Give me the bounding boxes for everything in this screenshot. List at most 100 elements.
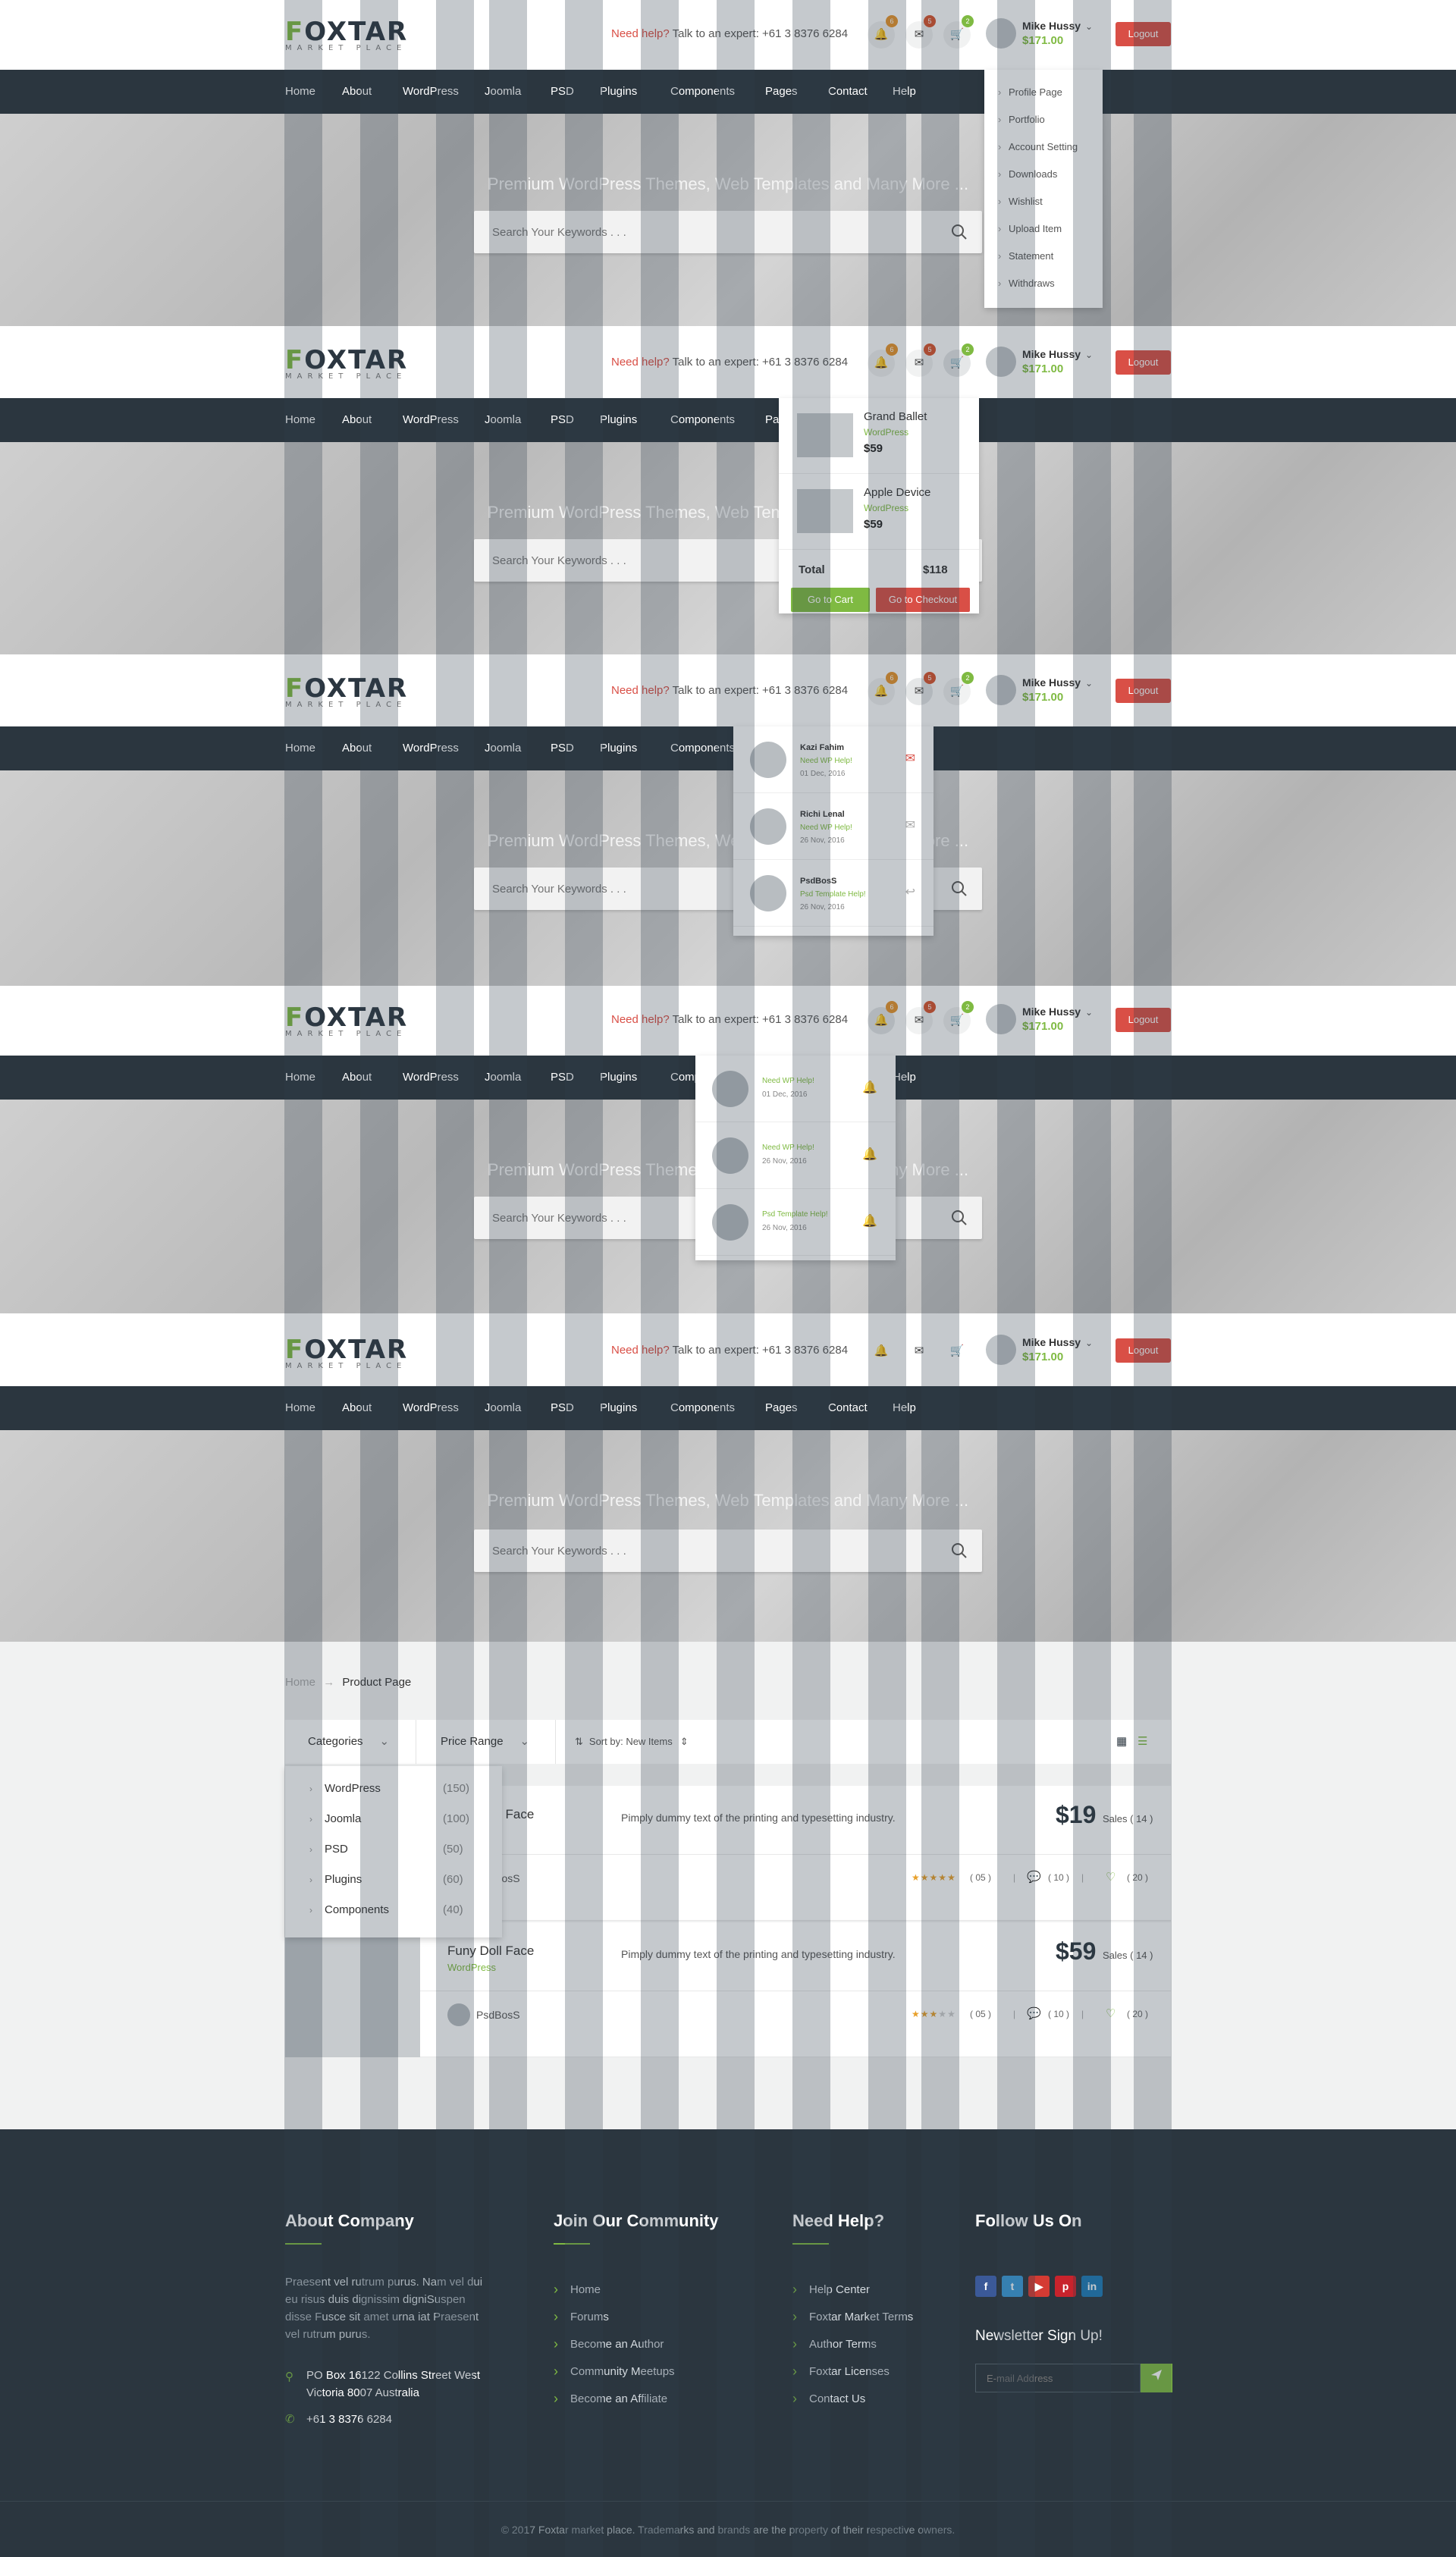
linkedin-icon[interactable]: in (1081, 2276, 1103, 2297)
user-name[interactable]: Mike Hussy (1022, 1006, 1081, 1018)
search-icon[interactable] (950, 1542, 968, 1560)
nav-wordpress[interactable]: WordPress (403, 85, 459, 98)
nav-components[interactable]: Components (670, 413, 736, 426)
cart-icon[interactable]: 🛒 2 (943, 672, 974, 705)
avatar[interactable] (986, 675, 1016, 705)
nav-pages[interactable]: Pages (765, 85, 798, 98)
nav-home[interactable]: Home (285, 413, 316, 426)
footer-link-become-author[interactable]: Become an Author (554, 2338, 664, 2351)
profile-menu-item[interactable]: Portfolio (984, 106, 1103, 133)
message-item[interactable]: Kazi Fahim Need WP Help! 01 Dec, 2016 ✉ (733, 726, 934, 793)
category-item[interactable]: › Components (40) (285, 1895, 502, 1925)
newsletter-email-input[interactable] (975, 2364, 1141, 2392)
chevron-down-icon[interactable]: ⌄ (1085, 350, 1094, 360)
nav-joomla[interactable]: Joomla (485, 413, 522, 426)
footer-link-forums[interactable]: Forums (554, 2311, 609, 2323)
footer-link-meetups[interactable]: Community Meetups (554, 2365, 674, 2378)
logo[interactable]: FOXTAR MARKET PLACE (285, 1002, 408, 1038)
mail-icon[interactable]: ✉ (914, 1344, 924, 1357)
nav-plugins[interactable]: Plugins (600, 413, 638, 426)
category-item[interactable]: › Plugins (60) (285, 1865, 502, 1895)
bell-icon[interactable]: 🔔 (862, 1081, 877, 1094)
nav-plugins[interactable]: Plugins (600, 1071, 638, 1084)
nav-home[interactable]: Home (285, 1401, 316, 1414)
list-view-icon[interactable]: ☰ (1138, 1735, 1148, 1748)
nav-plugins[interactable]: Plugins (600, 742, 638, 755)
profile-menu-item[interactable]: Downloads (984, 161, 1103, 188)
nav-wordpress[interactable]: WordPress (403, 1401, 459, 1414)
nav-joomla[interactable]: Joomla (485, 1071, 522, 1084)
nav-home[interactable]: Home (285, 742, 316, 755)
mail-icon[interactable]: ✉ 5 (905, 1001, 936, 1034)
search-input[interactable] (492, 211, 917, 253)
logout-button[interactable]: Logout (1116, 350, 1171, 375)
user-name[interactable]: Mike Hussy (1022, 1336, 1081, 1348)
facebook-icon[interactable]: f (975, 2276, 996, 2297)
logout-button[interactable]: Logout (1116, 1008, 1171, 1032)
logo[interactable]: FOXTAR MARKET PLACE (285, 673, 408, 709)
checkout-button[interactable]: Go to Checkout (876, 588, 970, 612)
nav-psd[interactable]: PSD (551, 1071, 574, 1084)
logo[interactable]: FOXTAR MARKET PLACE (285, 345, 408, 381)
cart-icon[interactable]: 🛒 2 (943, 15, 974, 49)
bell-icon[interactable]: 🔔 6 (868, 672, 898, 705)
profile-menu-item[interactable]: Statement (984, 243, 1103, 270)
nav-home[interactable]: Home (285, 85, 316, 98)
message-item[interactable]: PsdBosS Psd Template Help! 26 Nov, 2016 ↩ (733, 860, 934, 927)
logout-button[interactable]: Logout (1116, 22, 1171, 46)
nav-wordpress[interactable]: WordPress (403, 413, 459, 426)
avatar[interactable] (986, 1004, 1016, 1034)
bell-icon[interactable]: 🔔 6 (868, 1001, 898, 1034)
nav-wordpress[interactable]: WordPress (403, 1071, 459, 1084)
nav-components[interactable]: Components (670, 742, 736, 755)
sort-select[interactable]: ⇅ Sort by: New Items ⇕ (575, 1720, 689, 1764)
logout-button[interactable]: Logout (1116, 1338, 1171, 1363)
nav-contact[interactable]: Contact (828, 85, 868, 98)
product-row[interactable]: Funy Doll Face WordPress Pimply dummy text… (285, 1922, 1171, 2057)
go-to-cart-button[interactable]: Go to Cart (791, 588, 870, 612)
bell-icon[interactable]: 🔔 (862, 1148, 877, 1161)
message-item[interactable]: Richi Lenal Need WP Help! 26 Nov, 2016 ✉ (733, 793, 934, 860)
bell-icon[interactable]: 🔔 (874, 1344, 889, 1357)
grid-view-icon[interactable]: ▦ (1116, 1735, 1128, 1748)
avatar[interactable] (986, 347, 1016, 377)
send-icon[interactable] (1141, 2364, 1172, 2392)
nav-wordpress[interactable]: WordPress (403, 742, 459, 755)
nav-plugins[interactable]: Plugins (600, 1401, 638, 1414)
footer-link-help-center[interactable]: Help Center (792, 2283, 870, 2296)
twitter-icon[interactable]: t (1002, 2276, 1023, 2297)
nav-psd[interactable]: PSD (551, 742, 574, 755)
heart-icon[interactable]: ♡ (1106, 2007, 1116, 2020)
mail-icon[interactable]: ✉ 5 (905, 15, 936, 49)
chevron-down-icon[interactable]: ⌄ (1085, 1338, 1094, 1348)
footer-link-contact[interactable]: Contact Us (792, 2392, 865, 2405)
search-icon[interactable] (950, 1209, 968, 1227)
product-name[interactable]: Funy Doll Face (447, 1944, 535, 1958)
envelope-icon[interactable]: ✉ (905, 752, 915, 765)
pinterest-icon[interactable]: p (1055, 2276, 1076, 2297)
bell-icon[interactable]: 🔔 6 (868, 15, 898, 49)
chevron-down-icon[interactable]: ⌄ (1085, 1007, 1094, 1018)
nav-pages[interactable]: Pages (765, 1401, 798, 1414)
footer-link-licenses[interactable]: Foxtar Licenses (792, 2365, 890, 2378)
search-input[interactable] (492, 1529, 917, 1572)
cart-icon[interactable]: 🛒 2 (943, 1001, 974, 1034)
mail-icon[interactable]: ✉ 5 (905, 672, 936, 705)
nav-help[interactable]: Help (893, 1401, 916, 1414)
profile-menu-item[interactable]: Account Setting (984, 133, 1103, 161)
profile-menu-item[interactable]: Withdraws (984, 270, 1103, 297)
categories-filter[interactable]: Categories ⌄ (308, 1720, 389, 1764)
nav-about[interactable]: About (342, 1401, 372, 1414)
nav-about[interactable]: About (342, 85, 372, 98)
seller-name[interactable]: PsdBosS (476, 2009, 520, 2021)
reply-icon[interactable]: ↩ (905, 886, 915, 899)
logout-button[interactable]: Logout (1116, 679, 1171, 703)
category-item[interactable]: › Joomla (100) (285, 1804, 502, 1834)
cart-item[interactable]: Grand Ballet WordPress $59 (779, 398, 979, 474)
breadcrumb-home[interactable]: Home (285, 1676, 316, 1689)
cart-icon[interactable]: 🛒 2 (943, 344, 974, 377)
notification-item[interactable]: Psd Template Help! 26 Nov, 2016 🔔 (695, 1189, 896, 1256)
avatar[interactable] (986, 18, 1016, 49)
nav-help[interactable]: Help (893, 85, 916, 98)
product-category[interactable]: WordPress (447, 1962, 497, 1973)
